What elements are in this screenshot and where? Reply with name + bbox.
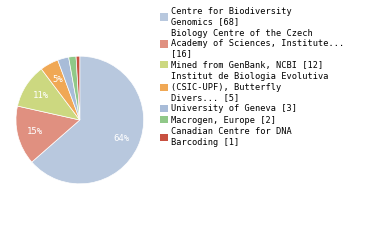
- Wedge shape: [16, 106, 80, 162]
- Wedge shape: [32, 56, 144, 184]
- Wedge shape: [58, 57, 80, 120]
- Text: 11%: 11%: [33, 90, 49, 100]
- Text: 64%: 64%: [114, 134, 130, 144]
- Legend: Centre for Biodiversity
Genomics [68], Biology Centre of the Czech
Academy of Sc: Centre for Biodiversity Genomics [68], B…: [160, 7, 345, 147]
- Text: 5%: 5%: [52, 75, 63, 84]
- Wedge shape: [41, 60, 80, 120]
- Text: 15%: 15%: [27, 127, 43, 136]
- Wedge shape: [69, 56, 80, 120]
- Wedge shape: [76, 56, 80, 120]
- Wedge shape: [17, 69, 80, 120]
